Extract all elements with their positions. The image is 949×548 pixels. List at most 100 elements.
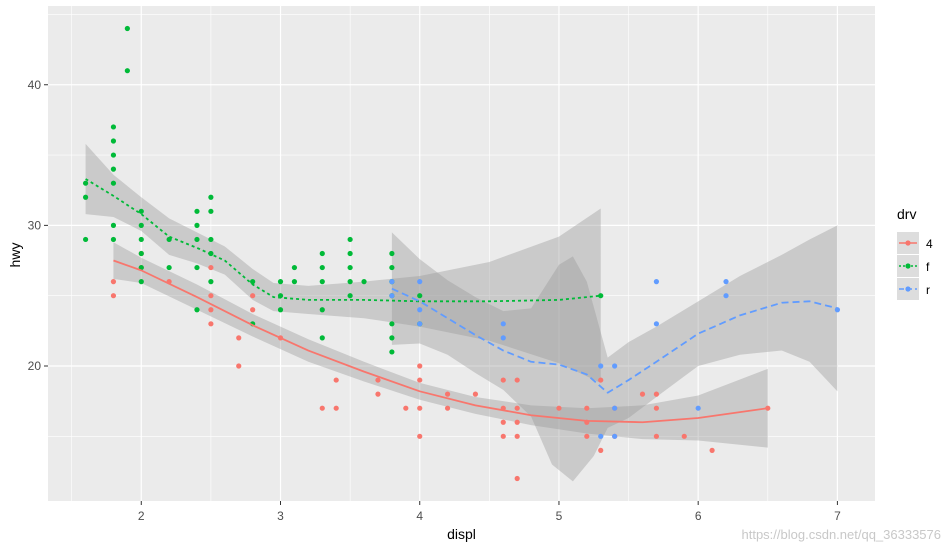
point-r — [389, 279, 395, 285]
point-r — [417, 279, 423, 285]
point-f — [138, 250, 144, 257]
point-f — [319, 279, 325, 285]
point-4 — [709, 447, 715, 453]
y-tick-label: 40 — [28, 78, 42, 92]
point-f — [291, 264, 298, 271]
point-f — [208, 208, 214, 214]
point-4 — [765, 405, 771, 411]
legend-point-f — [905, 263, 911, 269]
y-axis-title: hwy — [7, 243, 23, 268]
point-4 — [250, 307, 256, 313]
x-tick-label: 6 — [695, 509, 702, 523]
point-f — [319, 335, 325, 341]
point-r — [612, 405, 618, 411]
point-f — [277, 279, 284, 285]
point-f — [194, 208, 200, 214]
point-f — [208, 194, 214, 200]
point-4 — [514, 405, 520, 411]
point-f — [347, 236, 353, 243]
x-axis-title: displ — [447, 526, 476, 542]
point-4 — [208, 293, 214, 299]
point-f — [389, 321, 395, 327]
point-r — [500, 321, 506, 327]
point-4 — [500, 433, 506, 439]
point-f — [291, 279, 298, 285]
point-4 — [208, 321, 214, 327]
point-f — [347, 293, 353, 299]
point-r — [612, 433, 618, 439]
point-f — [361, 279, 367, 285]
point-r — [389, 293, 395, 299]
legend-point-4 — [905, 240, 911, 246]
point-4 — [514, 377, 520, 383]
point-4 — [110, 293, 117, 299]
point-4 — [444, 405, 451, 411]
point-4 — [319, 405, 325, 411]
smooth-line-f — [85, 178, 601, 303]
point-f — [138, 279, 144, 285]
point-f — [194, 236, 200, 243]
point-f — [110, 222, 117, 228]
point-4 — [681, 433, 687, 439]
point-4 — [639, 391, 646, 397]
point-r — [695, 405, 701, 411]
point-r — [723, 293, 729, 299]
point-f — [124, 68, 130, 74]
legend: drv 4 fr — [897, 206, 933, 300]
point-r — [598, 363, 604, 369]
point-f — [138, 208, 144, 214]
point-f — [110, 152, 117, 158]
point-4 — [236, 335, 242, 341]
point-f — [319, 250, 325, 257]
point-f — [194, 307, 200, 313]
point-f — [138, 222, 144, 228]
point-f — [110, 124, 117, 130]
axes: 2 3 4 5 6 7 20 30 40 — [28, 78, 841, 523]
point-4 — [110, 279, 117, 285]
point-f — [389, 349, 395, 355]
point-4 — [375, 391, 381, 397]
point-4 — [403, 405, 409, 411]
point-f — [166, 264, 172, 271]
point-f — [82, 194, 89, 200]
point-r — [417, 321, 423, 327]
point-4 — [584, 405, 590, 411]
point-4 — [556, 405, 562, 411]
confidence-bands — [85, 143, 838, 482]
point-4 — [653, 391, 660, 397]
point-4 — [417, 405, 423, 411]
point-f — [82, 180, 89, 186]
point-f — [347, 264, 353, 271]
point-r — [500, 335, 506, 341]
point-f — [389, 250, 395, 257]
point-f — [110, 166, 117, 172]
point-f — [319, 264, 325, 271]
point-4 — [444, 391, 451, 397]
point-4 — [333, 377, 339, 383]
smooth-line-r — [391, 287, 838, 394]
confidence-band-r — [391, 225, 838, 482]
point-4 — [653, 433, 660, 439]
point-4 — [500, 377, 506, 383]
point-4 — [598, 447, 604, 453]
plot-panel — [48, 6, 875, 501]
point-f — [417, 293, 423, 299]
x-tick-label: 3 — [277, 509, 284, 523]
y-tick-label: 20 — [28, 359, 42, 373]
point-f — [138, 236, 144, 243]
point-f — [389, 264, 395, 271]
legend-label-f: f — [926, 260, 930, 274]
point-f — [166, 236, 172, 243]
point-4 — [250, 293, 256, 299]
point-f — [194, 222, 200, 228]
point-4 — [375, 377, 381, 383]
point-f — [124, 25, 130, 32]
point-4 — [417, 433, 423, 439]
point-f — [138, 264, 144, 271]
point-f — [347, 279, 353, 285]
point-4 — [472, 391, 479, 397]
point-f — [347, 250, 353, 257]
point-4 — [514, 433, 520, 439]
point-f — [319, 307, 325, 313]
